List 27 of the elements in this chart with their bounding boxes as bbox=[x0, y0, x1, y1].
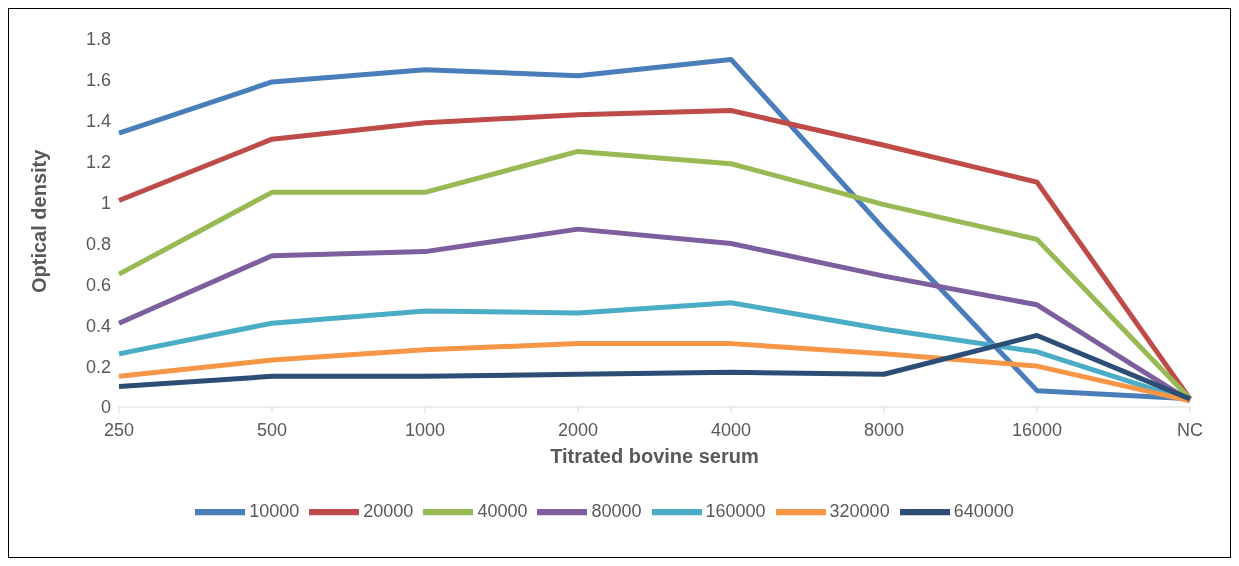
y-tick-label: 1.2 bbox=[85, 152, 111, 173]
x-tick-label: 250 bbox=[103, 419, 135, 440]
y-tick-label: 0 bbox=[100, 397, 111, 418]
legend-label: 10000 bbox=[249, 500, 300, 521]
y-tick-label: 1 bbox=[100, 192, 111, 213]
x-tick-label: 1000 bbox=[404, 419, 446, 440]
x-tick-label: 2000 bbox=[557, 419, 599, 440]
legend-label: 160000 bbox=[705, 500, 766, 521]
y-tick-label: 0.4 bbox=[85, 315, 111, 336]
y-tick-label: 1.8 bbox=[85, 29, 111, 50]
x-tick-label: 4000 bbox=[710, 419, 752, 440]
legend-label: 20000 bbox=[363, 500, 414, 521]
y-tick-label: 0.6 bbox=[85, 274, 111, 295]
y-tick-label: 1.6 bbox=[85, 70, 111, 91]
y-tick-label: 0.2 bbox=[85, 356, 111, 377]
x-tick-label: NC bbox=[1177, 419, 1203, 440]
x-tick-label: 16000 bbox=[1011, 419, 1063, 440]
x-axis-title: Titrated bovine serum bbox=[550, 445, 759, 467]
x-tick-label: 8000 bbox=[863, 419, 905, 440]
legend-label: 320000 bbox=[829, 500, 890, 521]
legend-label: 40000 bbox=[477, 500, 528, 521]
y-tick-label: 1.4 bbox=[85, 111, 111, 132]
x-tick-label: 500 bbox=[256, 419, 288, 440]
legend-label: 640000 bbox=[953, 500, 1014, 521]
y-tick-label: 0.8 bbox=[85, 233, 111, 254]
legend-label: 80000 bbox=[591, 500, 642, 521]
y-axis-title: Optical density bbox=[28, 148, 51, 293]
